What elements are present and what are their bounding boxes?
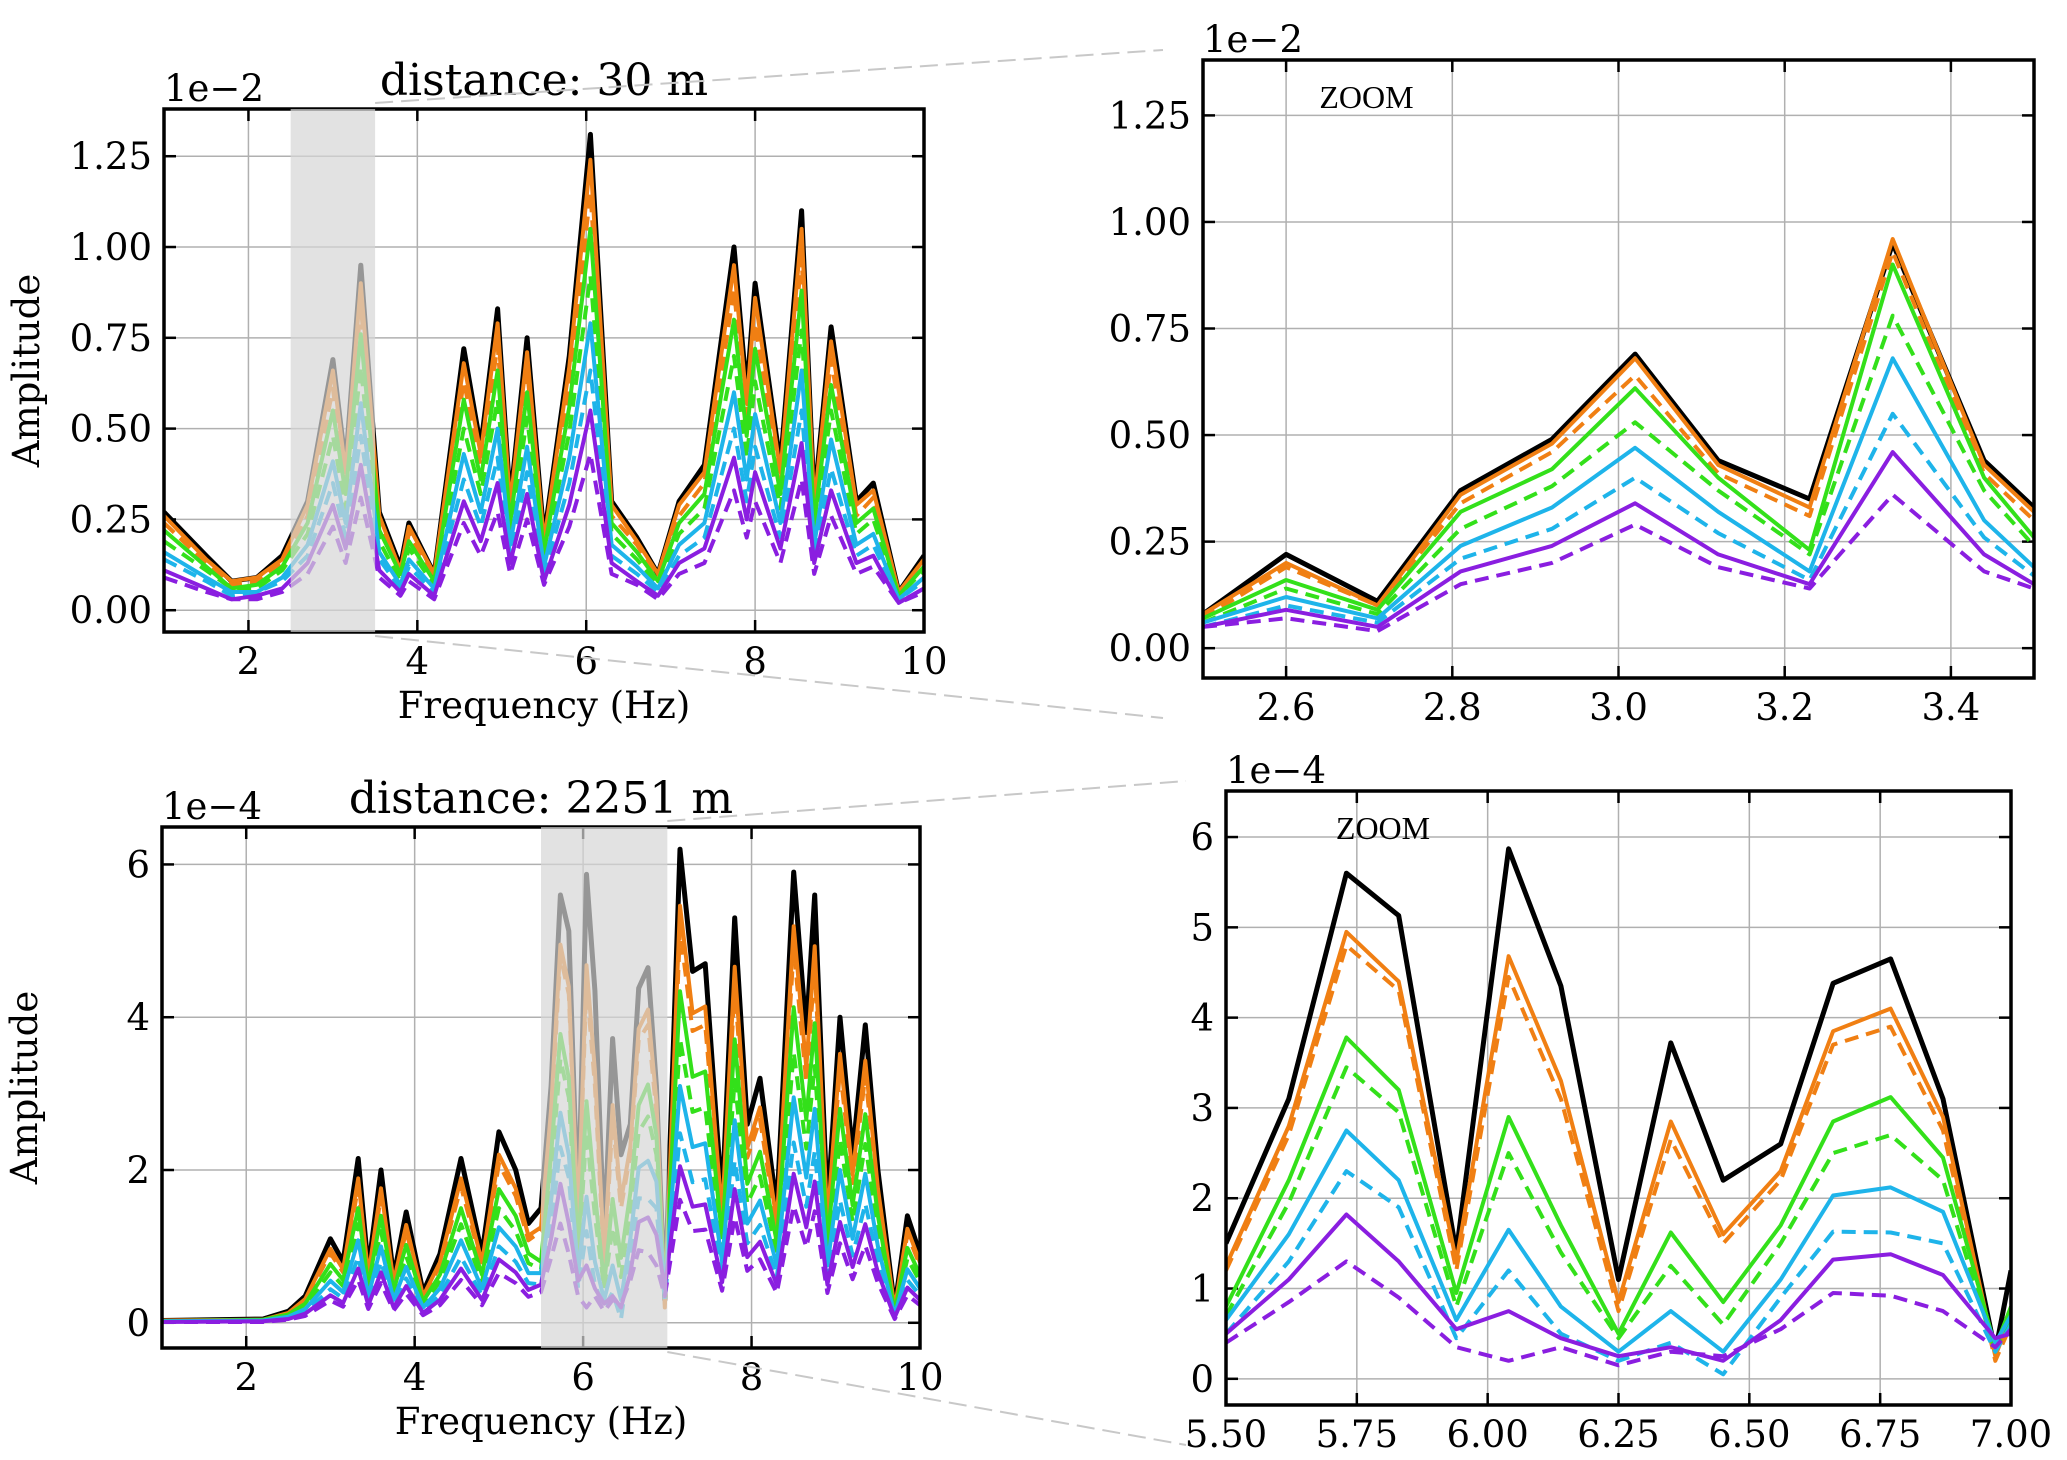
x-tick-label: 2 [234, 1356, 258, 1399]
y-tick-label: 3 [1190, 1087, 1214, 1130]
series-line [1226, 1259, 2011, 1368]
x-tick-label: 6.75 [1839, 1413, 1921, 1456]
y-tick-label: 0.50 [70, 408, 152, 451]
connector [375, 49, 1164, 104]
x-tick-label: 6.25 [1577, 1413, 1659, 1456]
annotation: ZOOM [1336, 810, 1430, 846]
x-tick-label: 6 [574, 640, 598, 683]
x-tick-label: 2.6 [1257, 686, 1316, 729]
series-line [1203, 356, 2034, 625]
series-line [1226, 929, 2011, 1359]
lines [1226, 846, 2011, 1377]
chart-title: distance: 2251 m [349, 773, 733, 824]
y-tick-label: 0.50 [1109, 414, 1191, 457]
series-line [1226, 1212, 2011, 1363]
x-tick-label: 7.00 [1970, 1413, 2052, 1456]
x-tick-label: 4 [406, 640, 430, 683]
y-tick-label: 0.75 [1109, 308, 1191, 351]
series-line [1226, 1035, 2011, 1350]
x-tick-label: 3.4 [1921, 686, 1980, 729]
series-line [1226, 943, 2011, 1363]
y-axis-label: Amplitude [5, 274, 48, 468]
series-line [1203, 313, 2034, 625]
series-line [1203, 450, 2034, 629]
x-tick-label: 10 [900, 640, 947, 683]
y-tick-label: 4 [1190, 997, 1214, 1040]
y-tick-label: 2 [1190, 1177, 1214, 1220]
y-tick-label: 1.25 [70, 135, 152, 178]
series-line [1226, 1065, 2011, 1354]
series-line [1226, 1128, 2011, 1354]
x-tick-label: 4 [403, 1356, 427, 1399]
y-tick-label: 1.00 [70, 226, 152, 269]
x-tick-label: 2.8 [1423, 686, 1482, 729]
x-tick-label: 8 [740, 1356, 764, 1399]
x-axis-label: Frequency (Hz) [395, 1400, 688, 1443]
zoom-region [290, 109, 376, 632]
zoom-region [541, 827, 668, 1348]
connector [375, 635, 1164, 719]
x-tick-label: 2 [237, 640, 261, 683]
y-tick-label: 1.25 [1109, 94, 1191, 137]
series-line [1203, 492, 2034, 634]
x-tick-label: 6.00 [1446, 1413, 1528, 1456]
y-tick-label: 0.00 [70, 589, 152, 632]
x-axis-label: Frequency (Hz) [398, 684, 691, 727]
chart-title: distance: 30 m [380, 55, 708, 106]
axes-frame [1224, 789, 2013, 1407]
x-tick-label: 6 [571, 1356, 595, 1399]
connector [667, 1351, 1187, 1446]
series-line [1203, 262, 2034, 621]
connector [667, 780, 1187, 822]
y-tick-label: 0.25 [70, 498, 152, 541]
y-tick-label: 0.00 [1109, 627, 1191, 670]
y-tick-label: 4 [126, 996, 150, 1039]
x-tick-label: 3.0 [1589, 686, 1648, 729]
x-tick-label: 10 [896, 1356, 943, 1399]
offset-text: 1e−4 [162, 785, 262, 828]
lines [1203, 237, 2034, 634]
y-tick-label: 0 [1190, 1358, 1214, 1401]
offset-text: 1e−2 [164, 67, 264, 110]
y-tick-label: 1.00 [1109, 201, 1191, 244]
subplot: 2 4 6 8 10 0.00 0.25 0.50 0.75 1.00 1.25 distance: … [5, 55, 948, 727]
y-tick-label: 2 [126, 1149, 150, 1192]
series-line [1226, 846, 2011, 1355]
y-tick-label: 1 [1190, 1268, 1214, 1311]
series-line [1203, 249, 2034, 621]
x-tick-label: 8 [743, 640, 767, 683]
y-axis-label: Amplitude [3, 991, 46, 1185]
x-tick-label: 3.2 [1755, 686, 1814, 729]
subplot: 2 4 6 8 10 0 2 4 6 distance: 2251 m 1e−4 Frequency … [3, 773, 944, 1443]
x-tick-label: 5.75 [1316, 1413, 1398, 1456]
axes-frame [1201, 58, 2036, 680]
y-tick-label: 6 [1190, 816, 1214, 859]
y-tick-label: 0.75 [70, 317, 152, 360]
subplot: 5.50 5.75 6.00 6.25 6.50 6.75 7.00 0 1 2 3 4 5 6 1e−4 Z… [1185, 749, 2052, 1456]
axes-frame [162, 107, 926, 634]
x-tick-label: 5.50 [1185, 1413, 1267, 1456]
y-tick-label: 0.25 [1109, 521, 1191, 564]
annotation: ZOOM [1319, 79, 1413, 115]
offset-text: 1e−2 [1203, 18, 1303, 61]
subplot: 2.6 2.8 3.0 3.2 3.4 0.00 0.25 0.50 0.75 1.00 1.25 1… [1109, 18, 2036, 729]
offset-text: 1e−4 [1226, 749, 1326, 792]
y-tick-label: 6 [126, 843, 150, 886]
x-tick-label: 6.50 [1708, 1413, 1790, 1456]
series-line [164, 274, 924, 598]
y-tick-label: 5 [1190, 906, 1214, 949]
y-tick-label: 0 [126, 1302, 150, 1345]
